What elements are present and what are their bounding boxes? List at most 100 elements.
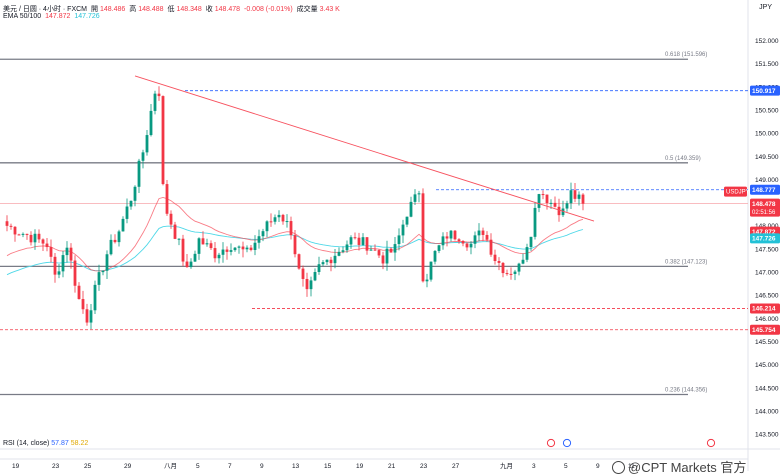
ema-legend[interactable]: EMA 50/100 147.872 147.726 [3,13,102,20]
candle-body [157,93,161,97]
time-axis-tick: 21 [388,463,396,470]
candle-body [169,213,173,225]
close-value: 148.478 [214,6,241,13]
candle-body [281,214,285,222]
candle-body [65,247,69,256]
candle-body [497,261,501,263]
candle-body [165,184,169,214]
candle-body [405,216,409,225]
ema100-value: 147.726 [74,13,100,20]
time-axis-tick: 13 [292,463,300,470]
price-axis-tick: 149.000 [755,177,779,184]
candle-body [109,239,113,255]
current-price-tag-bg [750,198,780,217]
candle-body [49,247,53,257]
price-tag: 150.917 [752,88,776,95]
candle-body [241,246,245,250]
low-value: 148.348 [176,6,202,13]
candle-body [549,202,553,204]
rsi-value-2: 58.22 [70,440,89,447]
candle-body [369,249,373,251]
time-axis-tick: 九月 [500,461,513,470]
symbol-label[interactable]: 美元 / 日圆 · 4小时 · FXCM [3,6,87,13]
candle-body [541,194,545,196]
time-axis-tick: 19 [356,463,364,470]
ema-label: EMA 50/100 [3,13,42,20]
candle-body [381,255,385,264]
economic-event-icon [562,438,572,448]
candle-body [373,249,377,251]
candle-body [525,247,529,260]
candle-body [561,208,565,216]
candle-body [237,246,241,248]
candle-body [501,262,505,274]
candle-body [265,221,269,232]
candle-body [113,239,117,243]
rsi-label: RSI (14, close) [3,440,50,447]
candle-body [185,261,189,268]
candle-body [105,254,109,271]
price-tag-bg [750,184,780,195]
candle-body [141,152,145,161]
watermark-text: @CPT Markets 官方 [628,460,747,475]
fib-level-label: 0.618 (151.596) [665,52,707,58]
candle-body [33,233,37,243]
price-axis-tick: 147.000 [755,270,779,277]
candle-body [245,247,249,250]
candle-body [469,243,473,248]
candle-body [269,221,273,223]
price-axis-tick: 150.500 [755,107,779,114]
candle-body [297,254,301,269]
candle-body [293,235,297,255]
candle-body [129,200,133,207]
current-price-tag: 148.478 [752,201,776,208]
candle-body [153,93,157,111]
time-axis-tick: 5 [564,463,568,470]
candle-body [409,201,413,217]
price-axis-tick: 144.000 [755,408,779,415]
candle-body [45,243,49,248]
time-axis-tick: 25 [84,463,92,470]
ema50-tag: 147.872 [752,229,776,236]
rsi-legend[interactable]: RSI (14, close) 57.87 58.22 [3,440,88,447]
candle-body [353,237,357,239]
economic-event-icon [706,438,716,448]
ema100-tag: 147.726 [752,236,776,243]
candle-body [81,299,85,310]
candle-body [17,234,21,236]
candle-body [341,250,345,252]
candle-body [309,280,313,290]
economic-event-icon [546,438,556,448]
candle-body [121,218,125,232]
high-value: 148.488 [138,6,164,13]
time-axis-tick: 23 [52,463,60,470]
candle-body [357,237,361,245]
candle-body [329,259,333,264]
candle-body [445,236,449,239]
candle-body [493,254,497,262]
current-price-tag-sub: 02:51:56 [752,210,776,216]
candle-body [233,247,237,251]
ema100-tag-bg [750,233,780,244]
price-axis-tick: 145.000 [755,362,779,369]
open-value: 148.486 [99,6,126,13]
candle-body [413,194,417,202]
candle-body [577,194,581,199]
candle-body [305,278,309,290]
price-axis-tick: 146.000 [755,316,779,323]
candle-body [285,221,289,223]
candle-body [425,279,429,282]
time-axis-tick: 7 [228,463,232,470]
candle-body [29,234,33,243]
candle-body [225,249,229,252]
candle-body [9,225,13,227]
candle-body [377,250,381,256]
candle-body [441,236,445,246]
candle-body [477,230,481,236]
symbol-tag-bg [724,186,747,197]
fib-level-label: 0.382 (147.123) [665,259,707,265]
candle-body [457,239,461,241]
candle-body [5,221,9,226]
candle-body [365,237,369,251]
